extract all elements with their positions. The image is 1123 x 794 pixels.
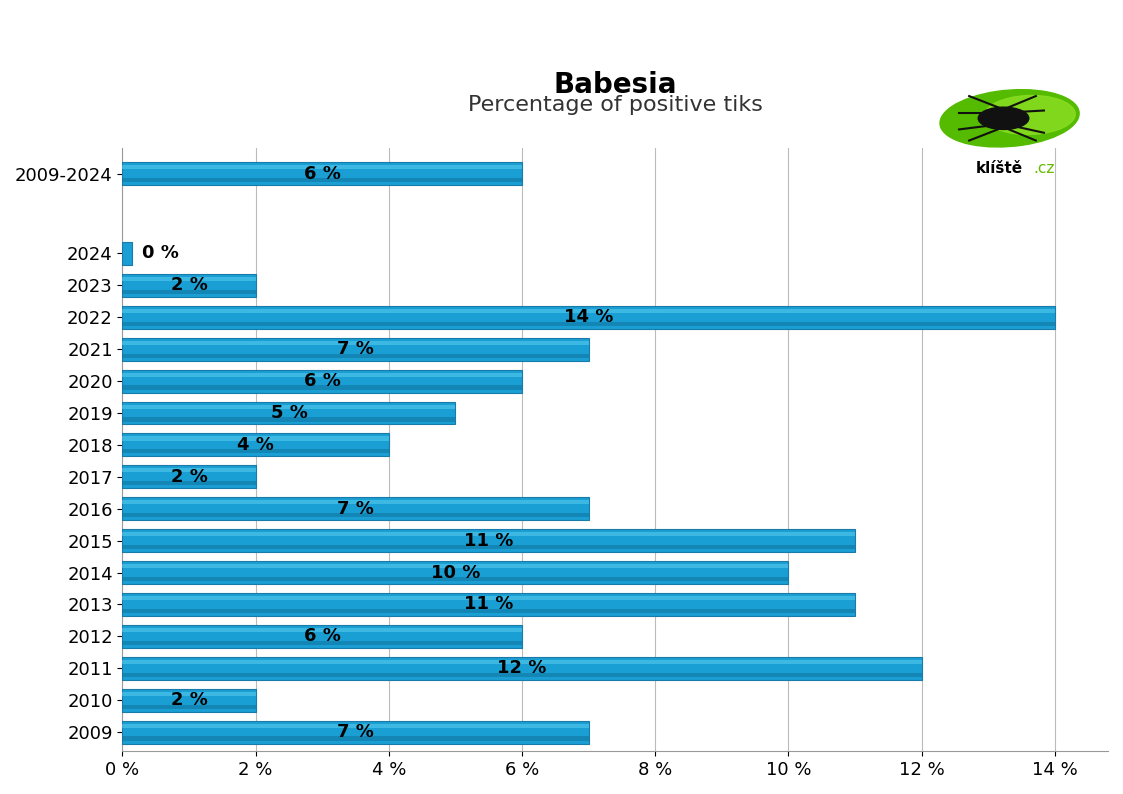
Bar	[122, 545, 855, 549]
Text: 5 %: 5 %	[271, 404, 308, 422]
Bar	[122, 290, 256, 294]
Text: 4 %: 4 %	[237, 436, 274, 454]
Bar	[122, 306, 1054, 329]
Ellipse shape	[940, 90, 1079, 147]
Text: .cz: .cz	[1033, 161, 1054, 175]
Bar	[122, 437, 389, 441]
Bar	[122, 277, 256, 281]
Bar	[122, 369, 522, 392]
Text: 12 %: 12 %	[497, 659, 547, 677]
Text: 2 %: 2 %	[171, 276, 208, 295]
Text: Percentage of positive tiks: Percentage of positive tiks	[468, 95, 763, 115]
Bar	[122, 337, 588, 360]
Bar	[122, 309, 1054, 313]
Title: Babesia: Babesia	[554, 71, 677, 98]
Bar	[122, 322, 1054, 326]
Bar	[122, 178, 522, 182]
Text: 6 %: 6 %	[304, 372, 340, 390]
Bar	[122, 513, 588, 517]
Bar	[122, 673, 922, 676]
Bar	[122, 165, 522, 169]
Bar	[122, 628, 522, 632]
Text: 7 %: 7 %	[337, 499, 374, 518]
Bar	[122, 434, 389, 457]
Text: 0 %: 0 %	[143, 245, 180, 263]
Bar	[122, 353, 588, 357]
Text: 10 %: 10 %	[431, 564, 481, 581]
Ellipse shape	[985, 95, 1075, 134]
Bar	[122, 704, 256, 709]
Text: 2 %: 2 %	[171, 692, 208, 709]
Bar	[122, 721, 588, 744]
Text: 11 %: 11 %	[464, 532, 513, 549]
Text: 14 %: 14 %	[564, 308, 613, 326]
Bar	[122, 468, 256, 472]
Bar	[122, 404, 456, 409]
Bar	[122, 385, 522, 390]
Bar	[122, 564, 788, 569]
Bar	[122, 274, 256, 297]
Bar	[122, 692, 256, 696]
Ellipse shape	[978, 107, 1029, 129]
Bar	[122, 532, 855, 536]
Bar	[122, 529, 855, 552]
Bar	[122, 641, 522, 645]
Bar	[122, 577, 788, 581]
Bar	[122, 418, 456, 422]
Bar	[122, 660, 922, 664]
Bar	[122, 497, 588, 520]
Text: 6 %: 6 %	[304, 164, 340, 183]
Text: 6 %: 6 %	[304, 627, 340, 646]
Text: 7 %: 7 %	[337, 340, 374, 358]
Text: 2 %: 2 %	[171, 468, 208, 486]
Bar	[122, 657, 922, 680]
Bar	[122, 465, 256, 488]
Bar	[122, 449, 389, 453]
Bar	[122, 625, 522, 648]
Bar	[122, 737, 588, 741]
Bar	[122, 723, 588, 728]
Bar	[122, 609, 855, 613]
Bar	[122, 561, 788, 584]
Bar	[122, 242, 133, 265]
Bar	[122, 596, 855, 600]
Bar	[122, 402, 456, 425]
Bar	[122, 500, 588, 504]
Bar	[122, 481, 256, 485]
Bar	[122, 593, 855, 616]
Bar	[122, 688, 256, 711]
Bar	[122, 341, 588, 345]
Bar	[122, 372, 522, 376]
Text: 7 %: 7 %	[337, 723, 374, 741]
Bar	[122, 162, 522, 185]
Text: klíště: klíště	[976, 161, 1023, 175]
Text: 11 %: 11 %	[464, 596, 513, 614]
